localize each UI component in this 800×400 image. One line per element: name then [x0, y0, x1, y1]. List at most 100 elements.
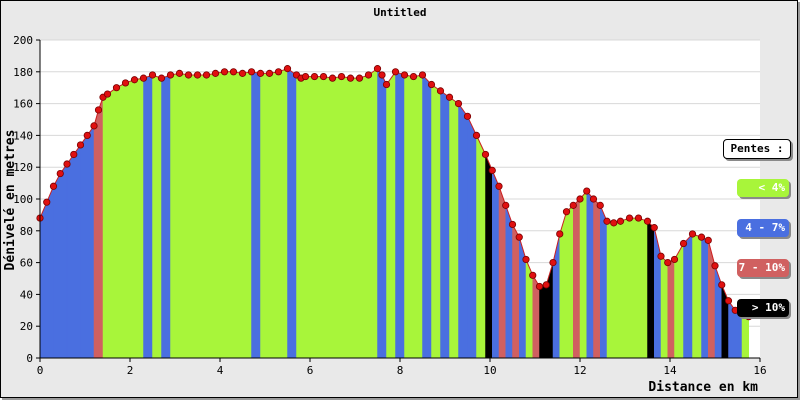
- slope-segment: [197, 74, 207, 359]
- slope-segment: [741, 313, 749, 359]
- x-tick-label: 8: [397, 364, 404, 377]
- elevation-point: [346, 74, 355, 82]
- elevation-point: [63, 160, 71, 168]
- slope-segment: [440, 90, 450, 359]
- elevation-point: [481, 150, 490, 159]
- elevation-point: [202, 71, 211, 79]
- elevation-point: [603, 217, 611, 225]
- elevation-point: [583, 187, 591, 195]
- elevation-point: [679, 239, 688, 248]
- x-tick-label: 6: [307, 364, 314, 377]
- elevation-point: [522, 255, 530, 264]
- slope-segment: [73, 144, 81, 359]
- elevation-point: [445, 93, 454, 101]
- elevation-point: [542, 281, 550, 289]
- elevation-point: [70, 150, 78, 159]
- elevation-point: [355, 74, 364, 82]
- slope-segment: [233, 71, 243, 359]
- elevation-point: [121, 79, 130, 87]
- elevation-point: [139, 74, 148, 82]
- slope-segment: [134, 77, 144, 359]
- y-tick-label: 200: [13, 34, 33, 47]
- slope-segment: [305, 76, 315, 359]
- elevation-point: [391, 68, 400, 76]
- slope-segment: [269, 71, 279, 359]
- slope-segment: [314, 76, 324, 359]
- slope-segment: [404, 74, 414, 359]
- slope-segment: [458, 102, 468, 359]
- x-tick-label: 2: [127, 364, 134, 377]
- elevation-point: [418, 71, 427, 79]
- slope-segment: [586, 190, 594, 359]
- elevation-point: [43, 198, 51, 206]
- tick-labels: 0 20 40 60 80 100 120 140 160 180 200 0 2 4 6 8 10 12 14 16: [13, 34, 767, 377]
- elevation-point: [283, 65, 292, 73]
- elevation-point: [576, 195, 584, 203]
- slope-segment: [593, 198, 601, 359]
- elevation-point: [427, 80, 436, 89]
- slope-segment: [278, 68, 288, 359]
- slope-segment: [512, 224, 520, 359]
- y-tick-label: 100: [13, 193, 33, 206]
- slope-segment: [620, 217, 630, 359]
- elevation-point: [454, 100, 463, 108]
- elevation-point: [535, 282, 544, 291]
- slope-segment: [566, 204, 574, 359]
- elevation-point: [643, 217, 652, 225]
- slope-segment: [600, 205, 608, 359]
- elevation-point: [90, 122, 98, 130]
- elevation-point: [610, 219, 618, 227]
- slope-segment: [660, 255, 668, 359]
- elevation-point: [463, 112, 472, 120]
- elevation-point: [382, 80, 391, 89]
- slope-segment: [476, 135, 486, 359]
- legend-item-4-7: 4 - 7%: [737, 219, 789, 237]
- slope-segment: [87, 125, 95, 359]
- elevation-point: [49, 182, 58, 190]
- legend-item-lt4: < 4%: [737, 179, 789, 197]
- elevation-markers: [36, 65, 753, 321]
- slope-segment: [53, 173, 61, 359]
- slope-segment: [701, 236, 709, 359]
- y-tick-label: 0: [26, 352, 33, 365]
- elevation-point: [488, 166, 496, 174]
- x-tick-label: 16: [753, 364, 766, 377]
- elevation-point: [130, 76, 139, 84]
- slope-segment: [505, 205, 513, 359]
- elevation-point: [616, 217, 625, 225]
- elevation-point: [373, 65, 382, 73]
- elevation-point: [265, 69, 274, 77]
- slope-segment: [449, 96, 459, 359]
- slope-segment: [629, 217, 639, 359]
- elevation-point: [103, 90, 112, 98]
- slope-segment: [381, 74, 387, 359]
- x-axis-label: Distance en km: [648, 380, 758, 395]
- slope-segment: [341, 76, 351, 359]
- slope-segment: [539, 284, 547, 359]
- elevation-point: [378, 71, 386, 79]
- elevation-point: [589, 195, 598, 203]
- y-tick-label: 180: [13, 66, 33, 79]
- slope-segment: [368, 68, 378, 359]
- elevation-point: [310, 72, 319, 81]
- y-tick-label: 80: [20, 225, 33, 238]
- slope-segment: [485, 154, 493, 359]
- slope-segment: [60, 163, 68, 359]
- y-tick-label: 120: [13, 161, 33, 174]
- elevation-point: [529, 271, 537, 279]
- slope-segment: [395, 71, 405, 359]
- elevation-point: [625, 214, 634, 222]
- slope-segment: [188, 74, 198, 359]
- y-tick-label: 160: [13, 98, 33, 111]
- slope-segment: [152, 74, 162, 359]
- elevation-point: [364, 71, 373, 79]
- slope-segment: [431, 84, 441, 359]
- elevation-point: [166, 71, 175, 79]
- elevation-point: [436, 87, 445, 95]
- slope-segment: [667, 259, 675, 359]
- slope-segment: [93, 109, 99, 359]
- elevation-point: [670, 255, 679, 264]
- slope-segment: [613, 220, 621, 359]
- frame-shadow-right: [798, 2, 800, 400]
